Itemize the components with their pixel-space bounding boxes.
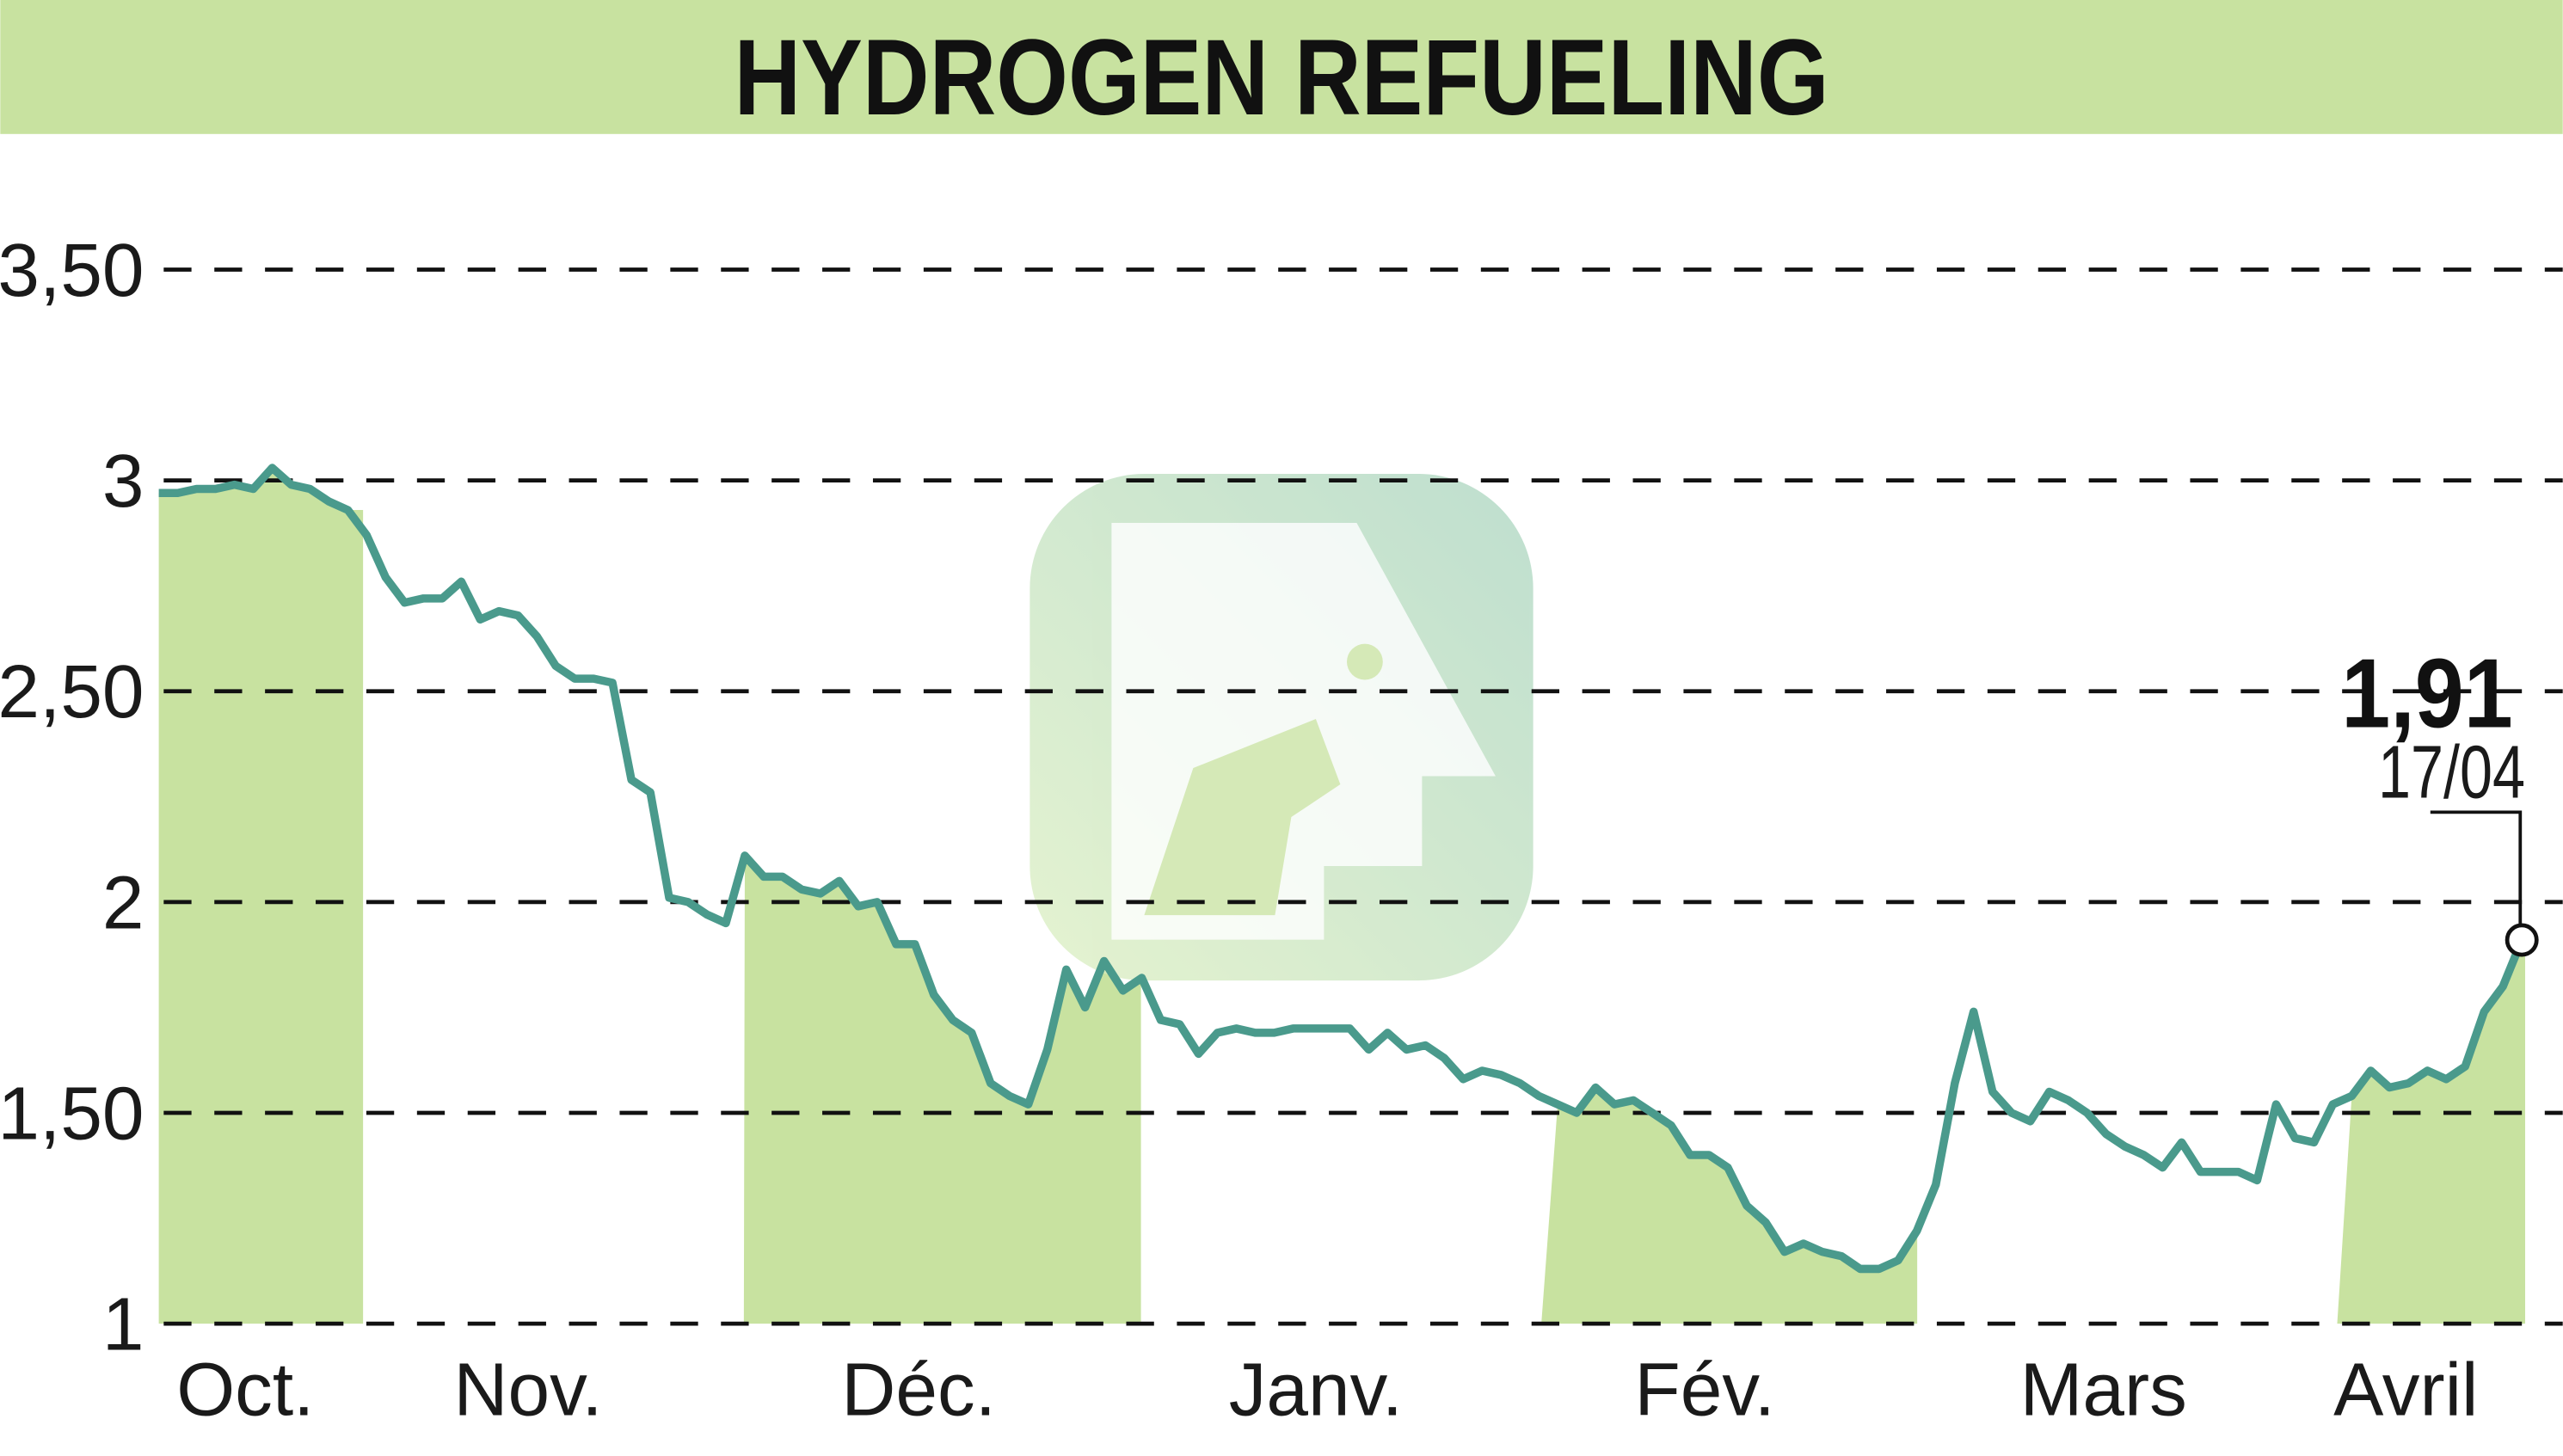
x-tick-label: Nov. — [453, 1347, 602, 1431]
month-band — [1541, 1087, 1918, 1324]
last-value-label: 1,91 — [2341, 640, 2513, 749]
y-tick-label: 3,50 — [0, 228, 144, 312]
x-tick-label: Mars — [2020, 1347, 2187, 1431]
price-line — [158, 464, 2526, 1274]
y-tick-label: 1,50 — [0, 1071, 144, 1155]
x-tick-label: Déc. — [841, 1347, 996, 1431]
grid — [163, 267, 2563, 1326]
x-tick-label: Fév. — [1634, 1347, 1774, 1431]
x-tick-label: Janv. — [1229, 1347, 1403, 1431]
callout-leader — [2430, 810, 2523, 937]
month-band — [158, 468, 364, 1324]
y-tick-label: 2 — [102, 860, 144, 944]
month-band — [743, 855, 1142, 1324]
month-bands — [158, 468, 2525, 1324]
last-point-marker — [2505, 923, 2539, 957]
y-tick-label: 2,50 — [0, 649, 144, 734]
chart-title: HYDROGEN REFUELING — [734, 16, 1829, 138]
last-date-label: 17/04 — [2378, 729, 2525, 814]
title-banner — [0, 0, 2563, 134]
watermark-logo — [1030, 474, 1533, 981]
y-tick-label: 1 — [102, 1281, 144, 1366]
y-axis: 1 1,50 2 2,50 3 3,50 — [0, 228, 144, 1367]
y-tick-label: 3 — [102, 439, 144, 523]
x-axis: Oct. Nov. Déc. Janv. Fév. Mars Avril — [176, 1347, 2478, 1431]
x-tick-label: Avril — [2333, 1347, 2478, 1431]
x-tick-label: Oct. — [176, 1347, 314, 1431]
